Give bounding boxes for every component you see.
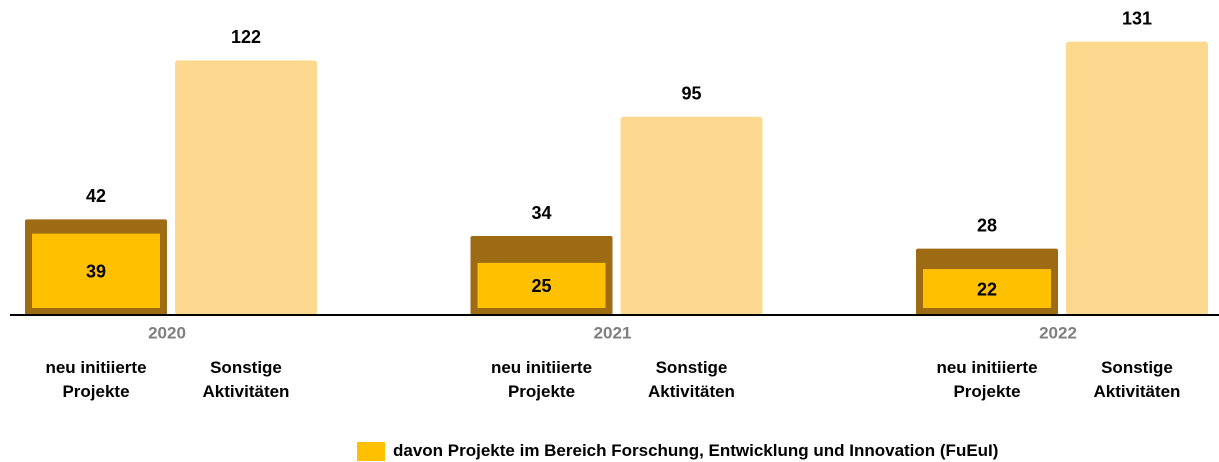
bar [175, 60, 317, 315]
bar [32, 233, 160, 308]
value-label: 39 [86, 262, 106, 282]
value-label: 42 [86, 186, 106, 206]
value-label: 131 [1122, 8, 1152, 28]
bar [923, 269, 1051, 308]
bar-label: Sonstige Aktivitäten [202, 358, 290, 401]
x-tick-label: 2020 [148, 323, 186, 342]
x-tick-label: 2022 [1039, 323, 1077, 342]
bar [1066, 41, 1208, 315]
value-label: 122 [231, 27, 261, 47]
bar-label: neu initiierte Projekte [490, 358, 593, 401]
bar-label: neu initiierte Projekte [936, 358, 1038, 401]
bar [477, 262, 606, 308]
bar-label: neu initiierte Projekte [45, 358, 147, 401]
legend-swatch [357, 442, 385, 461]
value-label: 22 [977, 279, 997, 299]
bar [620, 116, 763, 316]
value-label: 25 [531, 276, 551, 296]
bar-label: Sonstige Aktivitäten [648, 358, 735, 401]
value-label: 95 [681, 84, 701, 104]
bar-label: Sonstige Aktivitäten [1093, 358, 1181, 401]
x-tick-label: 2021 [594, 323, 632, 342]
legend-label: davon Projekte im Bereich Forschung, Ent… [393, 441, 999, 460]
value-label: 28 [977, 215, 997, 235]
value-label: 34 [531, 203, 551, 223]
